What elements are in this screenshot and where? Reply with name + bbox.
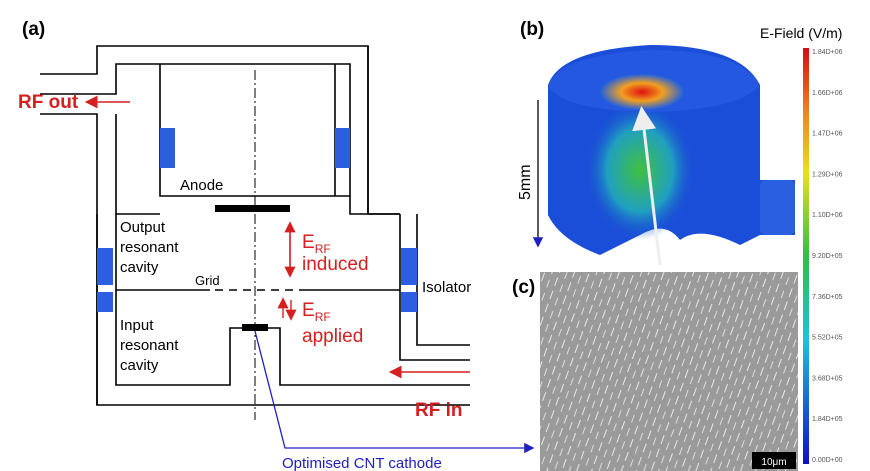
sem-image <box>540 272 798 471</box>
anode-label: Anode <box>180 177 223 194</box>
colorbar-labels: 1.84D+06 1.66D+06 1.47D+06 1.29D+06 1.10D+06… <box>812 49 843 464</box>
colorbar-label: 7.36D+05 <box>812 294 843 301</box>
colorbar-label: 1.29D+06 <box>812 171 843 178</box>
cavity-drawing <box>40 46 532 448</box>
rf-in-label: RF in <box>415 400 463 421</box>
colorbar-label: 1.10D+06 <box>812 212 843 219</box>
e-applied-label: ERF applied <box>302 300 363 347</box>
scale-label: 5mm <box>517 164 534 200</box>
isolator-label: Isolator <box>422 279 471 296</box>
rf-out-label: RF out <box>18 92 79 113</box>
panel-label: (a) <box>22 19 45 40</box>
colorbar-label: 1.84D+05 <box>812 416 843 423</box>
colorbar-title: E-Field (V/m) <box>760 25 842 41</box>
field-render <box>538 45 795 265</box>
grid-label: Grid <box>195 273 220 288</box>
colorbar-label: 1.47D+06 <box>812 131 843 138</box>
colorbar-label: 9.20D+05 <box>812 253 843 260</box>
panel-label: (b) <box>520 19 544 40</box>
cathode-label: Optimised CNT cathode <box>282 455 442 471</box>
figure: (a) RF out Anode Output resonant cavity … <box>0 0 870 471</box>
panel-label: (c) <box>512 277 535 298</box>
scale-bar-label: 10μm <box>761 457 786 468</box>
colorbar-label: 1.66D+06 <box>812 90 843 97</box>
colorbar-label: 0.00D+00 <box>812 457 843 464</box>
input-cavity-label: Input resonant cavity <box>120 317 183 374</box>
output-cavity-label: Output resonant cavity <box>120 219 183 276</box>
colorbar-label: 1.84D+06 <box>812 49 843 56</box>
colorbar <box>803 48 809 464</box>
colorbar-label: 5.52D+05 <box>812 335 843 342</box>
colorbar-label: 3.68D+05 <box>812 375 843 382</box>
e-induced-label: ERF induced <box>302 232 369 275</box>
